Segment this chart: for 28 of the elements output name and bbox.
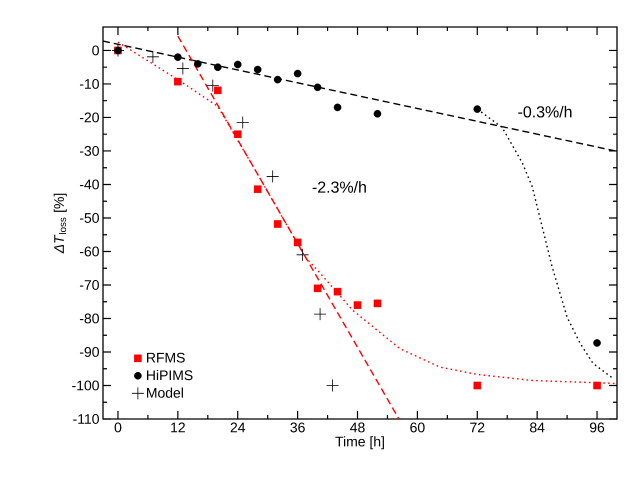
annotation: -0.3%/h — [518, 106, 572, 118]
y-tick-label: -30 — [80, 146, 99, 156]
x-tick-label: 36 — [290, 422, 305, 432]
y-axis-title: ΔT$_{loss}$ [%] — [54, 194, 67, 254]
x-tick-label: 24 — [230, 422, 246, 432]
y-tick-label: -90 — [80, 347, 99, 357]
y-tick-label: -20 — [80, 112, 99, 122]
x-tick-label: 60 — [410, 422, 425, 432]
x-tick-label: 96 — [590, 422, 604, 432]
x-tick-label: 0 — [114, 422, 122, 432]
x-tick-label: 72 — [470, 422, 484, 432]
y-tick-label: 0 — [92, 46, 99, 56]
legend-label: RFMS — [147, 352, 185, 363]
y-tick-label: -110 — [73, 414, 99, 424]
y-tick-label: -50 — [80, 213, 99, 223]
y-tick-label: -40 — [80, 180, 99, 190]
y-tick-label: -100 — [72, 380, 99, 390]
x-tick-label: 48 — [350, 422, 365, 432]
y-tick-label: -10 — [80, 79, 99, 89]
legend-label: Model — [147, 388, 183, 398]
x-tick-label: 12 — [171, 422, 185, 432]
x-axis-title: Time [h] — [335, 436, 384, 450]
y-tick-label: -60 — [80, 246, 99, 256]
x-tick-label: 84 — [530, 422, 545, 432]
y-tick-label: -80 — [80, 314, 99, 324]
legend-label: HiPIMS — [147, 370, 193, 380]
y-tick-label: -70 — [80, 280, 99, 290]
annotation: -2.3%/h — [312, 181, 366, 193]
